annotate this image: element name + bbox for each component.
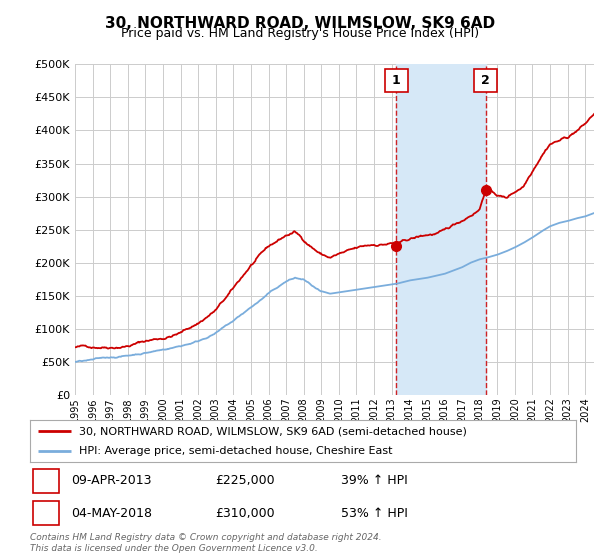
Text: 2: 2 <box>481 74 490 87</box>
Text: 2: 2 <box>41 507 50 520</box>
Text: 53% ↑ HPI: 53% ↑ HPI <box>341 507 408 520</box>
Text: Price paid vs. HM Land Registry's House Price Index (HPI): Price paid vs. HM Land Registry's House … <box>121 27 479 40</box>
Text: £225,000: £225,000 <box>215 474 275 487</box>
Text: 1: 1 <box>41 474 50 487</box>
Text: 30, NORTHWARD ROAD, WILMSLOW, SK9 6AD: 30, NORTHWARD ROAD, WILMSLOW, SK9 6AD <box>105 16 495 31</box>
Text: 39% ↑ HPI: 39% ↑ HPI <box>341 474 408 487</box>
Text: 1: 1 <box>392 74 401 87</box>
FancyBboxPatch shape <box>33 501 59 525</box>
Text: HPI: Average price, semi-detached house, Cheshire East: HPI: Average price, semi-detached house,… <box>79 446 392 456</box>
Text: 09-APR-2013: 09-APR-2013 <box>71 474 151 487</box>
Bar <box>397 64 485 395</box>
Text: 30, NORTHWARD ROAD, WILMSLOW, SK9 6AD (semi-detached house): 30, NORTHWARD ROAD, WILMSLOW, SK9 6AD (s… <box>79 426 467 436</box>
Text: £310,000: £310,000 <box>215 507 275 520</box>
Text: 04-MAY-2018: 04-MAY-2018 <box>71 507 152 520</box>
FancyBboxPatch shape <box>33 469 59 493</box>
Text: Contains HM Land Registry data © Crown copyright and database right 2024.
This d: Contains HM Land Registry data © Crown c… <box>30 533 382 553</box>
